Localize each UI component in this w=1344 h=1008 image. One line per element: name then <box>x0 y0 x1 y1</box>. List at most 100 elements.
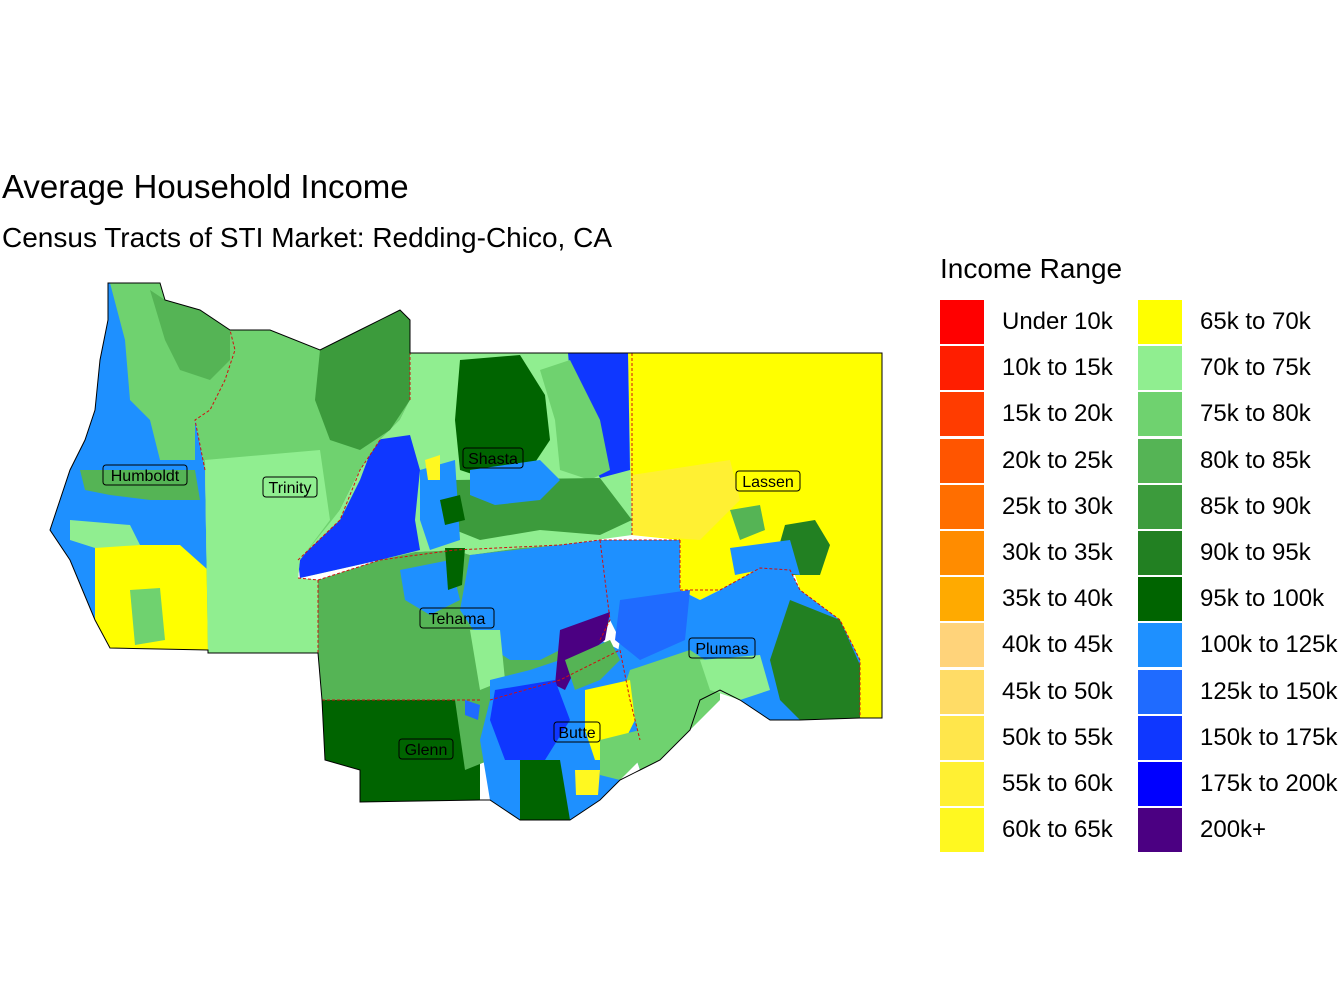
legend-swatch <box>940 669 984 714</box>
legend-label: Under 10k <box>1002 308 1113 335</box>
legend-item: 90k to 95k <box>1138 531 1338 577</box>
legend-label: 175k to 200k <box>1200 770 1338 797</box>
legend-item: 150k to 175k <box>1138 715 1338 762</box>
county-shasta <box>298 353 632 578</box>
legend-item: 100k to 125k <box>1138 623 1338 669</box>
legend-item: 70k to 75k <box>1138 346 1338 392</box>
legend-label: 75k to 80k <box>1200 400 1311 428</box>
svg-text:Shasta: Shasta <box>468 451 518 468</box>
legend-label: 55k to 60k <box>1002 770 1113 797</box>
legend-swatch <box>1138 623 1182 668</box>
svg-text:Lassen: Lassen <box>742 474 794 491</box>
county-label-trinity: Trinity <box>262 476 318 498</box>
legend-item: 55k to 60k <box>940 762 1140 808</box>
svg-text:Trinity: Trinity <box>269 480 312 497</box>
county-tehama <box>318 540 610 700</box>
legend-swatch <box>940 484 984 529</box>
legend-swatch <box>1138 300 1182 344</box>
legend-item: 50k to 55k <box>940 715 1140 762</box>
legend-label: 45k to 50k <box>1002 677 1113 705</box>
county-label-lassen: Lassen <box>735 470 801 492</box>
legend-swatch <box>1138 808 1182 853</box>
svg-text:Butte: Butte <box>558 725 595 742</box>
legend-item: 35k to 40k <box>940 577 1140 623</box>
county-label-shasta: Shasta <box>462 447 524 469</box>
legend-swatch <box>940 438 984 483</box>
legend-item: 60k to 65k <box>940 808 1140 854</box>
legend-swatch <box>1138 392 1182 437</box>
legend-item: 85k to 90k <box>1138 484 1338 531</box>
legend-label: 125k to 150k <box>1200 677 1338 705</box>
legend-item: 30k to 35k <box>940 531 1140 577</box>
legend-swatch <box>940 715 984 760</box>
legend-label: 65k to 70k <box>1200 308 1311 335</box>
legend-label: 90k to 95k <box>1200 539 1311 566</box>
legend-swatch <box>1138 438 1182 483</box>
county-label-plumas: Plumas <box>688 637 756 659</box>
legend-swatch <box>940 392 984 437</box>
legend-label: 100k to 125k <box>1200 631 1338 659</box>
market-outline <box>49 282 883 821</box>
legend-label: 95k to 100k <box>1200 585 1325 613</box>
county-trinity <box>195 310 410 653</box>
legend-label: 25k to 30k <box>1002 492 1113 520</box>
county-label-humboldt: Humboldt <box>102 464 188 486</box>
choropleth-map: Humboldt Trinity Shasta Lassen Tehama Pl… <box>49 282 883 821</box>
legend-item: 10k to 15k <box>940 346 1140 392</box>
legend-item: 175k to 200k <box>1138 762 1338 808</box>
legend-label: 40k to 45k <box>1002 631 1113 659</box>
legend-label: 80k to 85k <box>1200 446 1311 474</box>
legend-item: 40k to 45k <box>940 623 1140 669</box>
legend-label: 70k to 75k <box>1200 354 1311 382</box>
legend-item: 20k to 25k <box>940 438 1140 485</box>
county-humboldt <box>50 283 235 650</box>
legend-item: 45k to 50k <box>940 669 1140 716</box>
legend-label: 60k to 65k <box>1002 816 1113 844</box>
legend-item: 75k to 80k <box>1138 392 1338 438</box>
county-lassen <box>628 353 882 718</box>
legend-swatch <box>940 762 984 806</box>
legend-item: 65k to 70k <box>1138 300 1338 346</box>
map-title: Average Household Income <box>2 168 409 205</box>
legend-label: 200k+ <box>1200 816 1267 844</box>
legend-swatch <box>940 300 984 344</box>
legend-label: 50k to 55k <box>1002 723 1113 751</box>
svg-text:Tehama: Tehama <box>429 611 486 628</box>
legend-label: 150k to 175k <box>1200 723 1338 751</box>
county-label-glenn: Glenn <box>398 738 454 760</box>
legend-label: 10k to 15k <box>1002 354 1113 382</box>
county-plumas <box>600 540 860 770</box>
legend-swatch <box>940 531 984 575</box>
legend-label: 15k to 20k <box>1002 400 1113 428</box>
legend-item: 95k to 100k <box>1138 577 1338 623</box>
legend-swatch <box>1138 762 1182 806</box>
legend-swatch <box>1138 577 1182 622</box>
legend-item: Under 10k <box>940 300 1140 346</box>
svg-text:Plumas: Plumas <box>695 641 748 658</box>
legend-item: 80k to 85k <box>1138 438 1338 485</box>
map-subtitle: Census Tracts of STI Market: Redding-Chi… <box>2 222 612 253</box>
legend-label: 35k to 40k <box>1002 585 1113 613</box>
county-labels: Humboldt Trinity Shasta Lassen Tehama Pl… <box>102 447 801 760</box>
legend-swatch <box>940 623 984 668</box>
legend-item: 15k to 20k <box>940 392 1140 438</box>
county-butte <box>480 612 640 820</box>
svg-text:Glenn: Glenn <box>405 742 448 759</box>
county-label-tehama: Tehama <box>419 607 495 629</box>
legend-label: 20k to 25k <box>1002 446 1113 474</box>
svg-text:Humboldt: Humboldt <box>111 468 180 485</box>
legend-swatch <box>1138 715 1182 760</box>
legend-item: 125k to 150k <box>1138 669 1338 716</box>
legend-title: Income Range <box>940 253 1123 284</box>
legend-swatch <box>1138 484 1182 529</box>
legend-swatch <box>940 577 984 622</box>
legend-label: 30k to 35k <box>1002 539 1113 566</box>
legend-label: 85k to 90k <box>1200 492 1311 520</box>
legend-swatch <box>1138 531 1182 575</box>
county-label-butte: Butte <box>553 721 601 743</box>
legend-item: 25k to 30k <box>940 484 1140 531</box>
legend-item: 200k+ <box>1138 808 1338 854</box>
legend-swatch <box>940 346 984 391</box>
legend-swatch <box>1138 669 1182 714</box>
legend-swatch <box>1138 346 1182 391</box>
